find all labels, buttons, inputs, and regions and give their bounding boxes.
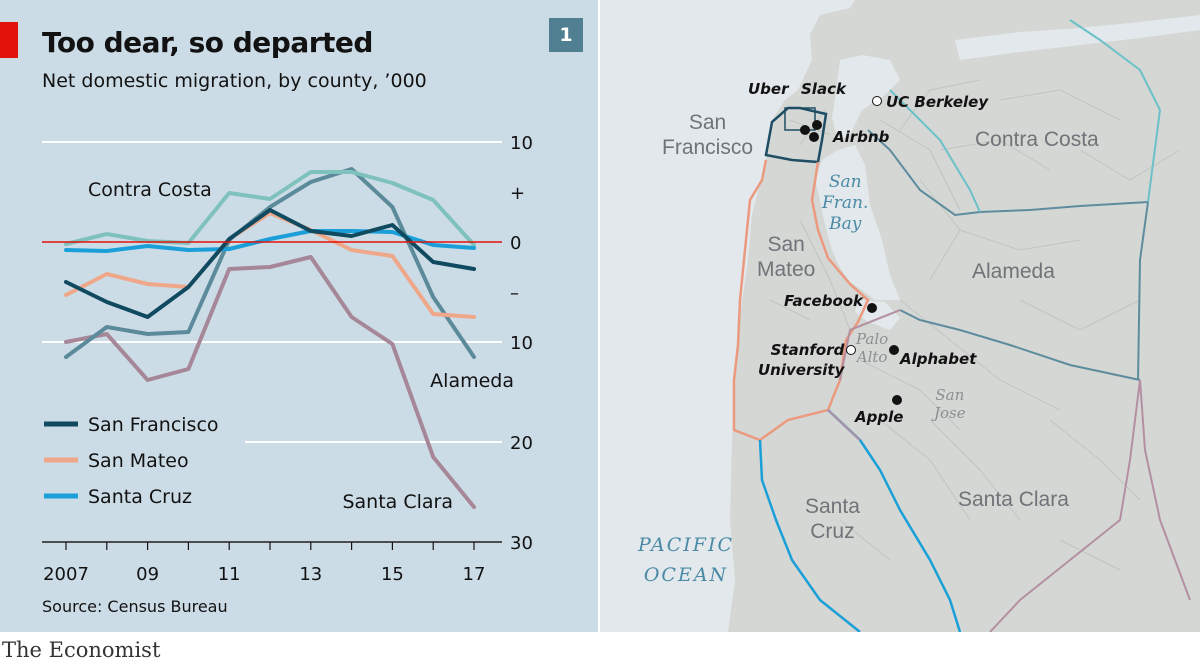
place-label-slack: Slack	[801, 80, 846, 98]
marker-alphabet	[889, 345, 899, 355]
x-tick-label: 09	[136, 564, 159, 585]
series-line-santa-clara	[64, 255, 476, 509]
san-francisco-downtown	[784, 107, 816, 131]
contra-costa-border	[889, 19, 1162, 213]
road-network	[769, 79, 1181, 571]
county-label-alameda: Alameda	[972, 260, 1055, 283]
x-tick-label: 2007	[43, 564, 89, 585]
county-label-san-francisco: San Francisco	[662, 111, 754, 159]
series-line-san-mateo	[64, 211, 476, 319]
bay-water	[815, 145, 900, 300]
marker-airbnb	[809, 132, 819, 142]
county-label-san-mateo: San Mateo	[757, 233, 816, 281]
san-francisco-border	[764, 106, 828, 164]
marker-slack	[812, 120, 822, 130]
x-tick-label: 13	[299, 564, 322, 585]
chart-panel: Too dear, so departed Net domestic migra…	[0, 0, 598, 632]
chart-number-badge: 1	[549, 18, 583, 52]
legend-label-san-francisco: San Francisco	[88, 414, 219, 436]
water-label-bay: San Fran. Bay	[822, 172, 869, 234]
county-label-santa-cruz: Santa Cruz	[805, 495, 860, 543]
bay-area-map: San Francisco Contra Costa San Mateo Alame…	[600, 0, 1200, 632]
place-label-airbnb: Airbnb	[833, 128, 890, 146]
series-line-contra-costa	[64, 170, 476, 247]
source-note: Source: Census Bureau	[42, 597, 228, 616]
series-line-san-francisco	[64, 208, 476, 319]
place-label-alphabet: Alphabet	[900, 350, 977, 368]
eastern-county-line	[1139, 379, 1191, 601]
place-label-uc-berkeley: UC Berkeley	[886, 93, 989, 111]
line-chart: 10 +0 – 10 20 30 2007 09 11 13 15 17 Santa Clara Alam…	[42, 133, 533, 585]
x-tick-label: 15	[381, 564, 404, 585]
alameda-border	[867, 129, 1150, 381]
marker-uber	[800, 125, 810, 135]
x-tick-label: 17	[463, 564, 486, 585]
y-tick-label: –	[510, 283, 519, 304]
chart-title: Too dear, so departed	[42, 26, 373, 59]
county-label-contra-costa: Contra Costa	[975, 128, 1099, 151]
place-label-stanford: Stanford University	[758, 341, 845, 379]
place-label-facebook: Facebook	[784, 292, 864, 310]
x-tick-label: 11	[218, 564, 241, 585]
y-tick-label: 10	[510, 333, 533, 354]
place-label-uber: Uber	[748, 80, 789, 98]
county-label-santa-clara: Santa Clara	[958, 488, 1069, 511]
legend-label-san-mateo: San Mateo	[88, 450, 189, 472]
y-tick-label: +	[510, 183, 525, 204]
san-mateo-border	[732, 159, 870, 442]
series-label-contra-costa: Contra Costa	[88, 179, 212, 201]
marker-apple	[892, 395, 902, 405]
legend-label-santa-cruz: Santa Cruz	[88, 486, 192, 508]
river-delta	[955, 15, 1200, 60]
red-tab	[0, 22, 18, 58]
series-label-alameda: Alameda	[430, 370, 514, 392]
city-label-palo-alto: Palo Alto	[856, 330, 889, 366]
ocean-label: PACIFIC OCEAN	[638, 534, 735, 586]
place-label-apple: Apple	[855, 408, 904, 426]
city-label-san-jose: San Jose	[934, 386, 966, 422]
marker-facebook	[867, 303, 877, 313]
publisher-footer: The Economist	[2, 638, 161, 662]
marker-uc-berkeley	[872, 96, 882, 106]
bay-water-south	[855, 300, 900, 330]
y-tick-label: 0	[510, 233, 521, 254]
y-tick-label: 30	[510, 533, 533, 554]
series-label-santa-clara: Santa Clara	[342, 491, 453, 513]
bay-water-north	[832, 55, 900, 140]
marker-stanford	[846, 345, 856, 355]
map-drawing	[728, 0, 1200, 632]
santa-clara-border	[827, 309, 1141, 632]
y-tick-label: 10	[510, 133, 533, 154]
y-tick-label: 20	[510, 433, 533, 454]
chart-subtitle: Net domestic migration, by county, ’000	[42, 70, 427, 92]
